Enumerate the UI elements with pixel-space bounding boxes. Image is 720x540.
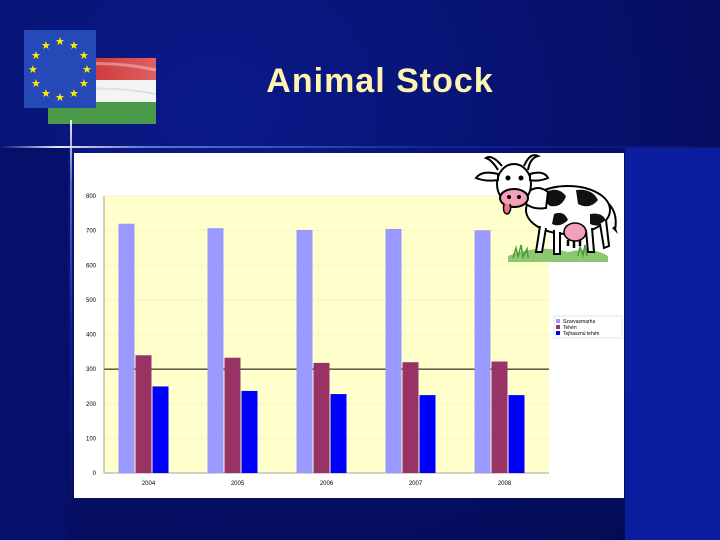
svg-text:★: ★ xyxy=(55,92,65,104)
bar-2004-1 xyxy=(118,223,135,473)
y-tick-label: 100 xyxy=(86,436,97,442)
svg-text:★: ★ xyxy=(41,88,51,100)
y-tick-label: 400 xyxy=(86,333,97,339)
y-tick-label: 700 xyxy=(86,229,97,235)
y-tick-label: 200 xyxy=(86,402,97,408)
legend-box xyxy=(553,315,623,339)
bar-2008-1 xyxy=(474,230,491,473)
bar-2005-3 xyxy=(241,390,258,473)
svg-text:★: ★ xyxy=(79,50,89,62)
x-tick-label: 2004 xyxy=(142,481,156,487)
svg-text:★: ★ xyxy=(28,64,38,76)
x-tick-label: 2007 xyxy=(409,481,423,487)
svg-text:★: ★ xyxy=(79,78,89,90)
y-tick-label: 500 xyxy=(86,298,97,304)
right-band xyxy=(625,148,720,540)
svg-text:★: ★ xyxy=(31,50,41,62)
bar-2005-2 xyxy=(224,357,241,473)
bar-2004-2 xyxy=(135,355,152,473)
y-tick-label: 600 xyxy=(86,263,97,269)
bar-2006-2 xyxy=(313,362,330,473)
legend-swatch xyxy=(556,325,560,329)
x-tick-label: 2006 xyxy=(320,481,334,487)
eu-hungary-flags-icon: ★ ★ ★ ★ ★ ★ ★ ★ ★ ★ ★ ★ xyxy=(22,30,162,125)
bar-chart: 0 100 200 300 400 500 600 700 800 2004 2005 2006 200… xyxy=(86,194,623,487)
svg-text:★: ★ xyxy=(41,40,51,52)
bar-2006-1 xyxy=(296,229,313,473)
svg-text:★: ★ xyxy=(69,40,79,52)
decorative-horizontal-line xyxy=(0,146,720,148)
bar-2005-1 xyxy=(207,228,224,473)
x-tick-label: 2005 xyxy=(231,481,245,487)
slide-title: Animal Stock xyxy=(266,62,494,100)
y-tick-label: 300 xyxy=(86,367,97,373)
bar-2008-2 xyxy=(491,361,508,473)
bar-2004-3 xyxy=(152,386,169,473)
y-tick-label: 0 xyxy=(93,471,97,477)
bar-2008-3 xyxy=(508,395,525,473)
svg-text:★: ★ xyxy=(69,88,79,100)
bar-2007-2 xyxy=(402,362,419,473)
legend-label: Tehén xyxy=(563,325,577,331)
legend-swatch xyxy=(556,331,560,335)
legend-label: Tejhasznú tehén xyxy=(563,331,600,337)
cow-icon xyxy=(468,148,623,266)
bar-2007-3 xyxy=(419,395,436,473)
bar-2007-1 xyxy=(385,228,402,473)
left-band xyxy=(0,148,68,540)
y-tick-label: 800 xyxy=(86,194,97,200)
svg-text:★: ★ xyxy=(55,36,65,48)
svg-text:★: ★ xyxy=(31,78,41,90)
bar-2006-3 xyxy=(330,394,347,473)
x-tick-label: 2008 xyxy=(498,481,512,487)
decorative-vertical-line xyxy=(70,120,72,540)
svg-text:★: ★ xyxy=(82,64,92,76)
legend-label: Szarvasmarha xyxy=(563,319,595,325)
legend-swatch xyxy=(556,319,560,323)
